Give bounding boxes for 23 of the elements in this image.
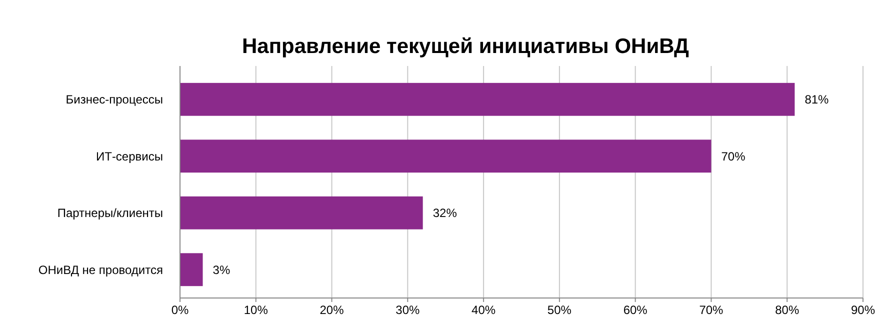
y-tick-label: Партнеры/клиенты bbox=[57, 206, 163, 220]
x-tick-label: 30% bbox=[396, 303, 420, 317]
x-tick-label: 0% bbox=[171, 303, 189, 317]
chart-title: Направление текущей инициативы ОНиВД bbox=[242, 35, 690, 58]
x-tick-label: 40% bbox=[472, 303, 496, 317]
x-tick-label: 80% bbox=[775, 303, 800, 317]
bar bbox=[180, 253, 203, 286]
bar bbox=[180, 196, 423, 230]
x-tick-label: 90% bbox=[850, 303, 875, 317]
x-tick-label: 60% bbox=[623, 303, 648, 317]
y-tick-label: Бизнес-процессы bbox=[66, 92, 163, 107]
x-tick-label: 50% bbox=[547, 303, 572, 317]
y-tick-label: ИТ-сервисы bbox=[96, 149, 163, 164]
bar bbox=[180, 82, 795, 116]
x-tick-label: 20% bbox=[320, 303, 344, 317]
data-label: 32% bbox=[432, 206, 458, 220]
bar bbox=[180, 140, 712, 173]
x-tick-label: 10% bbox=[244, 303, 268, 317]
data-label: 81% bbox=[804, 92, 830, 107]
data-label: 3% bbox=[212, 262, 230, 277]
data-label: 70% bbox=[721, 149, 746, 164]
y-tick-label: ОНиВД не проводится bbox=[38, 262, 163, 277]
x-tick-label: 70% bbox=[699, 303, 724, 317]
